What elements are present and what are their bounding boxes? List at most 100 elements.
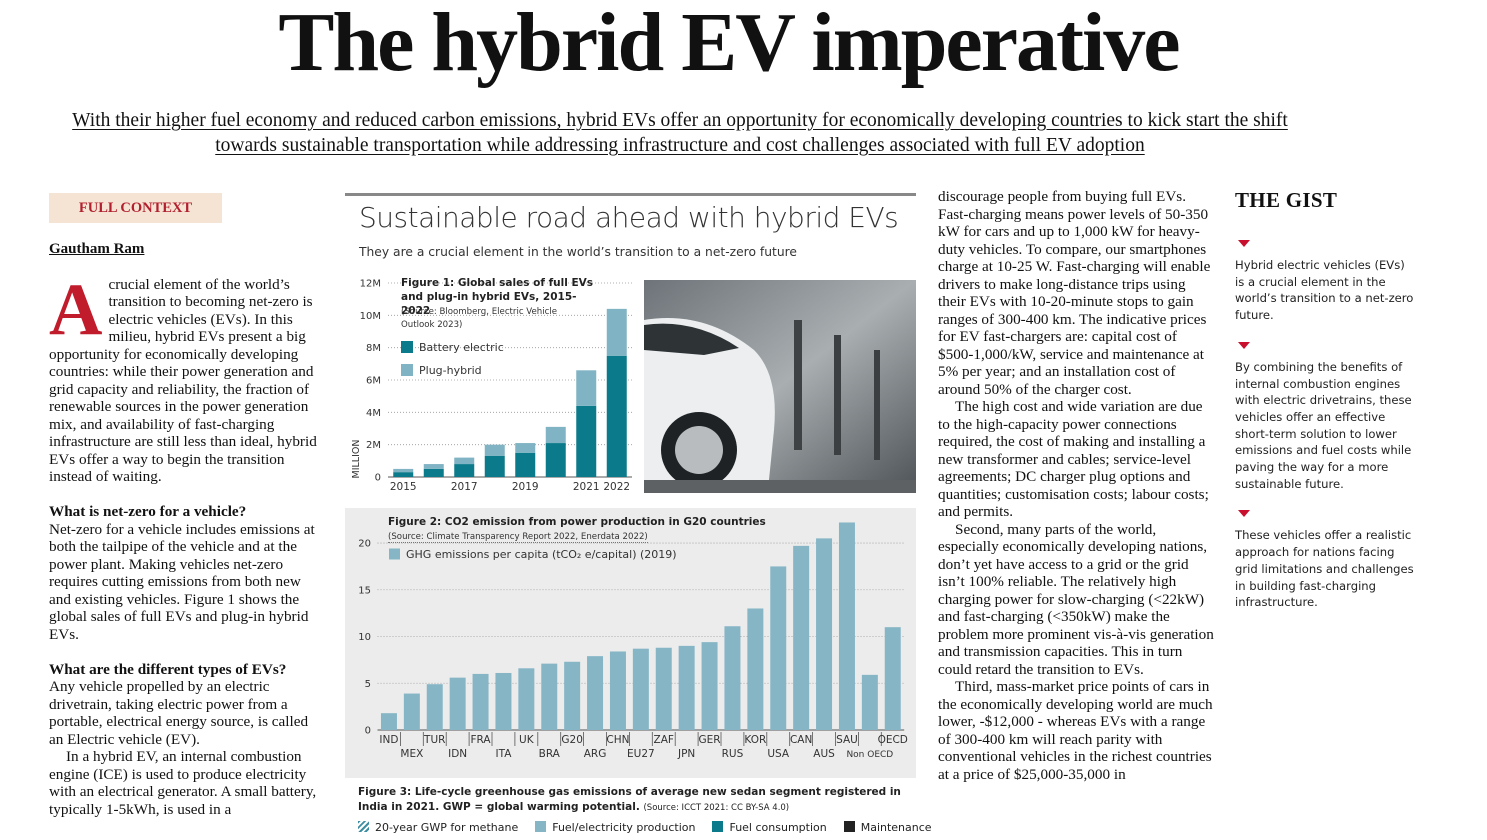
x-tick-label: ARG [584, 748, 607, 760]
legend-item: Maintenance [843, 821, 932, 834]
bar [495, 672, 512, 730]
bar [393, 468, 414, 473]
x-tick-label: G20 [561, 734, 583, 746]
bar [541, 663, 558, 730]
x-tick-label: 2017 [451, 481, 478, 493]
legend-swatch [712, 821, 724, 832]
x-tick-label: 2019 [512, 481, 539, 493]
legend-swatch [389, 548, 400, 560]
y-tick-label: 4M [366, 408, 381, 419]
bar [701, 642, 718, 730]
y-axis-label: MILLION [351, 440, 362, 479]
legend-swatch [401, 364, 413, 376]
figure-3-source: (Source: ICCT 2021: CC BY-SA 4.0) [643, 803, 790, 813]
bar [655, 647, 672, 730]
bar [838, 522, 855, 730]
charger-post [834, 335, 841, 455]
bar [861, 674, 878, 730]
y-tick-label: 20 [358, 539, 371, 550]
x-tick-label: AUS [813, 748, 835, 760]
bar [484, 455, 505, 477]
y-tick-label: 0 [375, 473, 381, 484]
figure-1-chart: 0 2M 4M 6M 8M 10M 12M MILLION Battery electric Pl… [351, 279, 632, 493]
y-tick-label: 6M [366, 376, 381, 387]
x-tick-label: GER [699, 734, 721, 746]
gist-marker [1238, 240, 1250, 247]
legend-label: Battery electric [419, 341, 504, 354]
legend-swatch [843, 821, 855, 832]
section-heading: What are the different types of EVs? [49, 660, 287, 678]
legend-swatch [401, 341, 413, 353]
bar [678, 645, 695, 730]
bar [576, 370, 597, 406]
x-tick-label: BRA [539, 748, 561, 760]
bar [770, 566, 787, 730]
x-tick-label: CHN [606, 734, 629, 746]
y-tick-label: 10 [358, 632, 371, 643]
legend-swatch [358, 821, 369, 832]
paragraph: discourage people from buying full EVs. … [938, 188, 1211, 398]
x-tick-label: 2022 [603, 481, 630, 493]
road [644, 480, 916, 493]
legend-label: Fuel/electricity production [552, 821, 696, 834]
gist-marker [1238, 341, 1250, 349]
x-tick-label: TUR [423, 734, 445, 746]
gist-title: THE GIST [1235, 188, 1338, 212]
charger-post [874, 350, 880, 460]
byline: Gautham Ram [49, 241, 145, 257]
x-tick-label: IDN [448, 748, 467, 760]
bar [606, 355, 627, 477]
gist-text: By combining the benefits of internal co… [1235, 359, 1412, 491]
x-tick-label: IND [379, 734, 398, 746]
bar [393, 472, 414, 477]
figure-2-title: Figure 2: CO2 emission from power produc… [388, 516, 766, 528]
legend-label: Maintenance [860, 821, 932, 834]
panel-title: Sustainable road ahead with hybrid EVs [359, 201, 899, 234]
bar [606, 308, 627, 356]
x-tick-label: ITA [496, 748, 513, 760]
x-tick-label: CAN [790, 734, 812, 746]
gist-text: Hybrid electric vehicles (EVs) is a cruc… [1235, 258, 1414, 323]
x-tick-label: UK [519, 734, 535, 746]
x-tick-label: OECD [878, 734, 908, 746]
paragraph: Third, mass-market price points of cars … [938, 678, 1213, 783]
section-tag: FULL CONTEXT [49, 193, 222, 223]
bar [515, 452, 536, 477]
bar [426, 684, 443, 730]
section: What is net-zero for a vehicle? Net-zero … [49, 503, 322, 643]
figure-3-legend: 20-year GWP for methane Fuel/electricity … [358, 821, 949, 834]
gist-item: By combining the benefits of internal co… [1235, 341, 1417, 493]
bar [449, 677, 466, 730]
bar [403, 693, 420, 730]
bar [609, 651, 626, 730]
legend-item: 20-year GWP for methane [358, 821, 518, 834]
legend-label: 20-year GWP for methane [375, 821, 519, 834]
bar [484, 444, 505, 456]
x-tick-label: Non OECD [846, 750, 893, 760]
paragraph: Any vehicle propelled by an electric dri… [49, 678, 309, 748]
figure-3-caption: Figure 3: Life-cycle greenhouse gas emis… [358, 785, 903, 816]
paragraph: Second, many parts of the world, especia… [938, 520, 1214, 678]
figure-panel: Sustainable road ahead with hybrid EVs T… [345, 193, 932, 840]
bar [380, 713, 397, 730]
bar [632, 648, 649, 730]
bar [793, 545, 810, 730]
y-tick-label: 15 [358, 585, 371, 596]
bar [576, 405, 597, 477]
figure-1-source: (Source: Bloomberg, Electric Vehicle Out… [401, 307, 558, 330]
bar [518, 668, 535, 730]
bar [545, 443, 566, 477]
gist-marker [1238, 510, 1250, 518]
bar [423, 464, 444, 469]
legend-item: Fuel/electricity production [535, 821, 695, 834]
gist-item: Hybrid electric vehicles (EVs) is a cruc… [1235, 240, 1417, 324]
y-tick-label: 12M [360, 279, 381, 290]
figure-2-source: (Source: Climate Transparency Report 202… [388, 532, 648, 543]
photo [644, 280, 916, 493]
x-tick-label: USA [767, 748, 790, 760]
x-tick-label: 2015 [390, 481, 417, 493]
x-tick-label: ZAF [654, 734, 674, 746]
